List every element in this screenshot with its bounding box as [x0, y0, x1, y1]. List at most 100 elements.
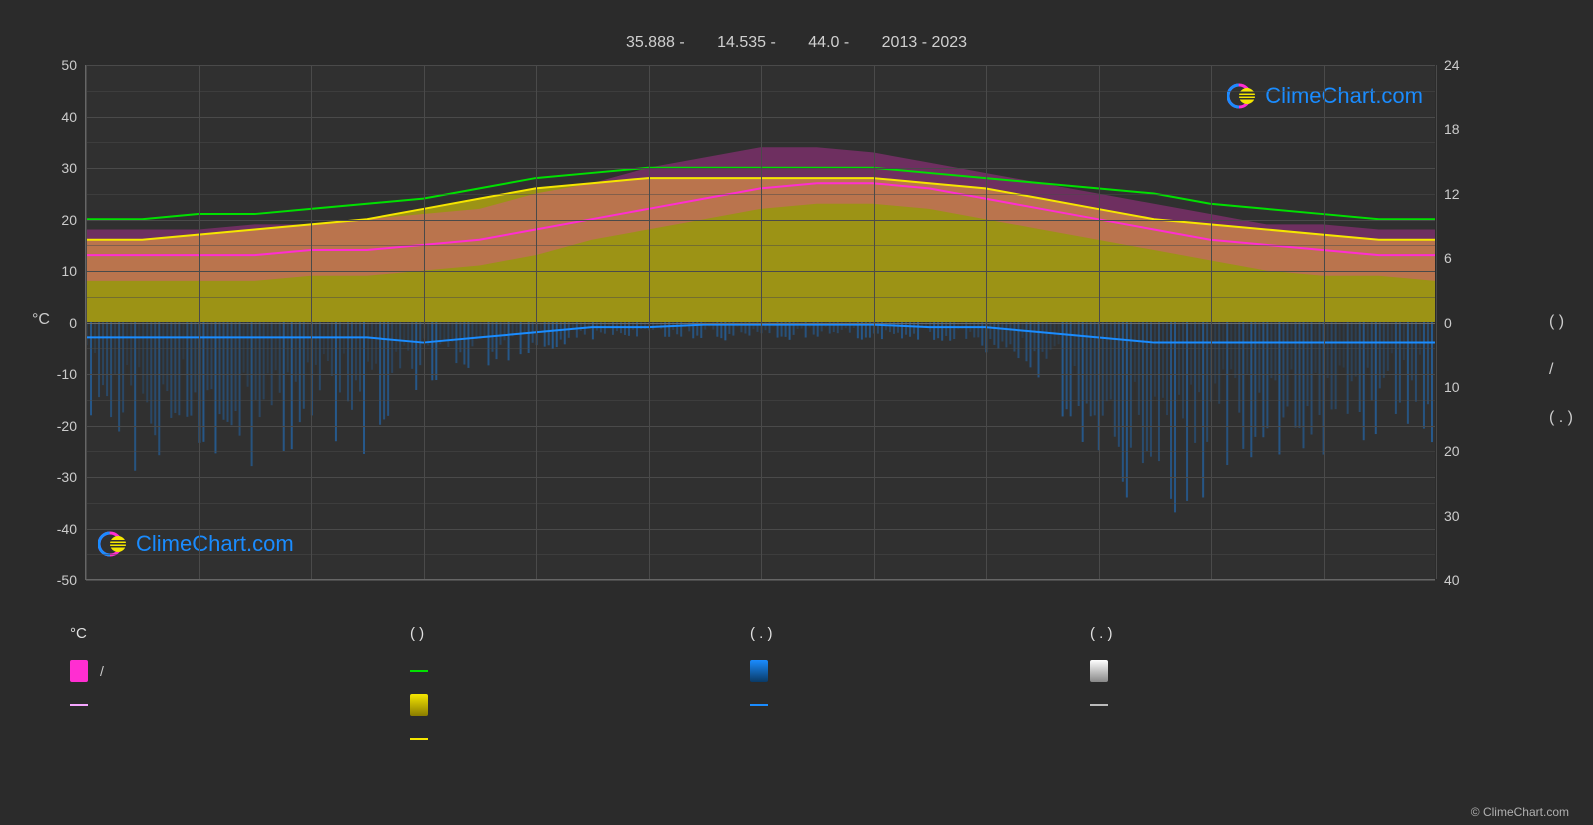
- precip-spike: [781, 322, 783, 337]
- precip-spike: [1029, 322, 1031, 367]
- y-left-tick: 0: [37, 315, 77, 331]
- precip-spike: [182, 322, 184, 359]
- precip-spike: [524, 322, 526, 333]
- precip-spike: [664, 322, 666, 337]
- precip-spike: [913, 322, 915, 334]
- legend-swatch-line: [1090, 704, 1108, 706]
- precip-spike: [1134, 322, 1136, 382]
- legend-header-2: ( . ): [750, 625, 1090, 642]
- precip-spike: [110, 322, 112, 417]
- precip-spike: [532, 322, 534, 343]
- precip-spike: [1094, 322, 1096, 415]
- precip-spike: [1190, 322, 1192, 385]
- precip-spike: [1110, 322, 1112, 399]
- precip-spike: [387, 322, 389, 416]
- precip-spike: [1142, 322, 1144, 463]
- precip-spike: [1411, 322, 1413, 380]
- precip-spike: [1242, 322, 1244, 449]
- y-right-tick: 12: [1444, 186, 1484, 202]
- precip-spike: [1034, 322, 1036, 351]
- precip-spike: [1046, 322, 1048, 359]
- precip-spike: [989, 322, 991, 339]
- precip-spike: [118, 322, 120, 432]
- y-left-tick: 40: [37, 109, 77, 125]
- precip-spike: [1009, 322, 1011, 344]
- precip-spike: [1375, 322, 1377, 434]
- precip-spike: [415, 322, 417, 390]
- gridline-v: [86, 65, 87, 579]
- precip-spike: [463, 322, 465, 365]
- gridline-v: [761, 65, 762, 579]
- precip-spike: [869, 322, 871, 338]
- precip-spike: [1082, 322, 1084, 442]
- y-right-tick: 0: [1444, 315, 1484, 331]
- y-left-tick: -30: [37, 469, 77, 485]
- logo-icon: [1227, 81, 1257, 111]
- precip-spike: [1146, 322, 1148, 451]
- precip-spike: [1266, 322, 1268, 428]
- precip-spike: [223, 322, 225, 420]
- precip-spike: [861, 322, 863, 340]
- legend-label: /: [100, 663, 104, 679]
- precip-spike: [399, 322, 401, 368]
- legend: °C ( ) ( . ) ( . ) /: [70, 625, 1430, 762]
- precip-spike: [1327, 322, 1329, 378]
- precip-spike: [1118, 322, 1120, 447]
- precip-spike: [375, 322, 377, 364]
- legend-headers: °C ( ) ( . ) ( . ): [70, 625, 1430, 642]
- precip-spike: [355, 322, 357, 380]
- precip-spike: [1355, 322, 1357, 377]
- precip-spike: [359, 322, 361, 392]
- precip-spike: [560, 322, 562, 340]
- precip-spike: [1174, 322, 1176, 512]
- precip-spike: [813, 322, 815, 335]
- precip-spike: [552, 322, 554, 349]
- precip-spike: [1154, 322, 1156, 397]
- precip-spike: [315, 322, 317, 365]
- precip-spike: [769, 322, 771, 333]
- precip-spike: [696, 322, 698, 336]
- legend-item: [70, 728, 410, 750]
- header-meta: 35.888 - 14.535 - 44.0 - 2013 - 2023: [0, 34, 1593, 52]
- precip-spike: [431, 322, 433, 380]
- precip-spike: [805, 322, 807, 337]
- y-right-tick: 24: [1444, 57, 1484, 73]
- precip-spike: [1431, 322, 1433, 442]
- precip-spike: [327, 322, 329, 361]
- gridline-v: [649, 65, 650, 579]
- y-left-tick: -50: [37, 572, 77, 588]
- precip-spike: [1383, 322, 1385, 378]
- precip-spike: [728, 322, 730, 334]
- precip-spike: [1150, 322, 1152, 457]
- precip-spike: [90, 322, 92, 415]
- precip-spike: [1138, 322, 1140, 415]
- precip-spike: [142, 322, 144, 394]
- precip-spike: [949, 322, 951, 341]
- precip-spike: [178, 322, 180, 415]
- precip-spike: [295, 322, 297, 382]
- precip-spike: [716, 322, 718, 337]
- precip-spike: [953, 322, 955, 339]
- precip-spike: [877, 322, 879, 334]
- precip-spike: [1058, 322, 1060, 344]
- precip-spike: [451, 322, 453, 342]
- precip-spike: [251, 322, 253, 466]
- precip-spike: [829, 322, 831, 334]
- precip-spike: [817, 322, 819, 337]
- precip-spike: [1206, 322, 1208, 442]
- precip-spike: [901, 322, 903, 338]
- precip-spike: [564, 322, 566, 344]
- precip-spike: [1335, 322, 1337, 409]
- legend-item: [410, 660, 750, 682]
- precip-spike: [997, 322, 999, 349]
- gridline-h: [86, 580, 1435, 581]
- precip-spike: [467, 322, 469, 368]
- legend-header-3: ( . ): [1090, 625, 1430, 642]
- header-lon: 14.535 -: [717, 34, 776, 51]
- y-left-tick: -20: [37, 418, 77, 434]
- precip-spike: [443, 322, 445, 340]
- precip-spike: [1162, 322, 1164, 398]
- precip-spike: [1226, 322, 1228, 465]
- chart-area: ClimeChart.com ClimeChart.com 5040302010…: [85, 65, 1435, 580]
- gridline-v: [1324, 65, 1325, 579]
